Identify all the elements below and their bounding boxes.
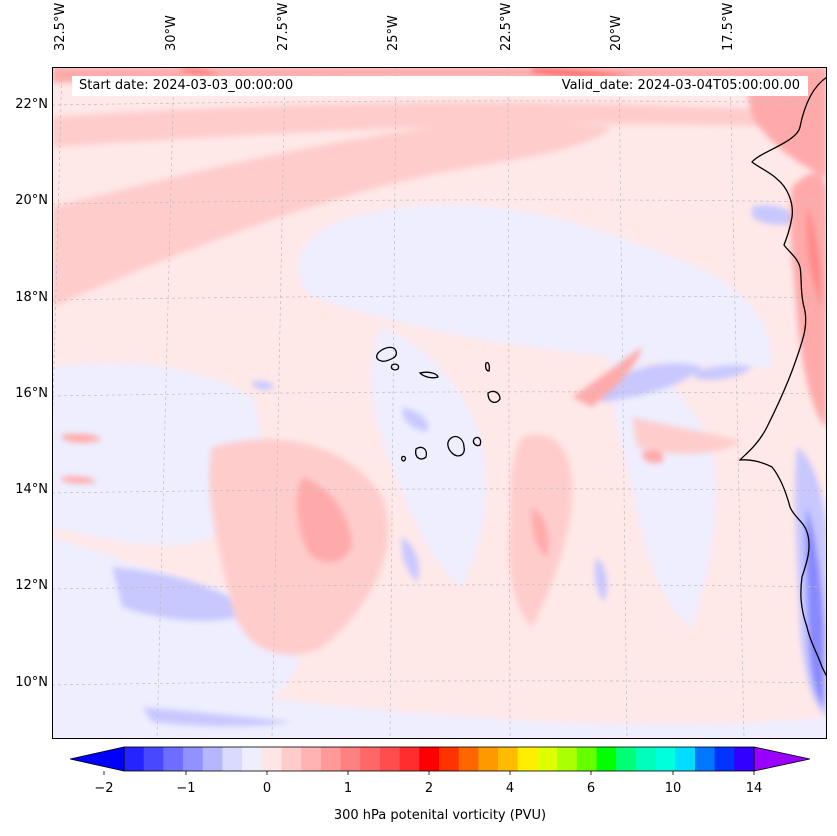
colorbar xyxy=(70,746,810,775)
colorbar-segment xyxy=(635,747,657,771)
cape-verde-sao-nicolau xyxy=(418,371,439,379)
cape-verde-sal xyxy=(484,361,491,372)
lat-label-14n: 14°N xyxy=(15,482,48,497)
lat-label-12n: 12°N xyxy=(15,578,48,593)
colorbar-segment xyxy=(576,747,597,771)
lon-label-22-5w: 22.5°W xyxy=(499,2,514,51)
colorbar-tick-label: 14 xyxy=(745,781,763,796)
colorbar-segment xyxy=(419,747,440,771)
lat-label-20n: 20°N xyxy=(15,193,48,208)
colorbar-segment xyxy=(399,747,420,771)
colorbar-segment xyxy=(694,747,716,771)
graticule xyxy=(52,67,827,739)
colorbar-segment xyxy=(498,747,519,771)
colorbar-tick-label: 2 xyxy=(424,781,434,796)
lon-label-30w: 30°W xyxy=(164,15,179,51)
cape-verde-santiago xyxy=(447,435,465,457)
colorbar-tick-label: 6 xyxy=(586,781,596,796)
colorbar-max-extension xyxy=(753,746,810,772)
colorbar-segment xyxy=(242,747,263,771)
pv-negative-regions xyxy=(52,204,827,739)
lon-label-25w: 25°W xyxy=(386,15,401,51)
colorbar-segment xyxy=(675,747,696,771)
colorbar-tick-label: 4 xyxy=(505,781,515,796)
colorbar-min-extension xyxy=(70,746,125,772)
colorbar-segment xyxy=(616,747,637,771)
date-info-bar xyxy=(72,76,808,96)
colorbar-segment xyxy=(537,747,558,771)
cape-verde-brava xyxy=(400,455,407,462)
colorbar-segment xyxy=(183,747,204,771)
colorbar-ticks xyxy=(103,771,755,775)
colorbar-segment xyxy=(655,747,676,771)
lat-label-22n: 22°N xyxy=(15,97,48,112)
pv-positive-regions xyxy=(52,67,827,655)
lat-label-16n: 16°N xyxy=(15,386,48,401)
colorbar-segment xyxy=(124,747,145,771)
colorbar-segment xyxy=(734,747,755,771)
start-date-label: Start date: 2024-03-03_00:00:00 xyxy=(79,78,294,93)
colorbar-segment xyxy=(261,747,282,771)
colorbar-segment xyxy=(222,747,243,771)
colorbar-tick-label: −1 xyxy=(176,781,196,796)
colorbar-segment xyxy=(202,747,223,771)
cape-verde-fogo xyxy=(415,446,428,460)
coastline xyxy=(376,67,827,678)
cape-verde-maio xyxy=(472,436,482,447)
colorbar-segment xyxy=(379,747,401,771)
lat-label-10n: 10°N xyxy=(15,675,48,690)
colorbar-segment xyxy=(557,747,578,771)
lon-label-17-5w: 17.5°W xyxy=(721,2,736,51)
africa-coastline xyxy=(738,67,827,678)
lon-label-32-5w: 32.5°W xyxy=(53,2,68,51)
colorbar-segments xyxy=(124,747,755,771)
colorbar-segment xyxy=(281,747,302,771)
colorbar-segment xyxy=(301,747,322,771)
cape-verde-boa-vista xyxy=(487,390,501,404)
colorbar-segment xyxy=(517,747,538,771)
colorbar-tick-label: −2 xyxy=(94,781,114,796)
colorbar-tick-label: 10 xyxy=(664,781,682,796)
lon-label-20w: 20°W xyxy=(609,15,624,51)
pv-map xyxy=(52,67,827,739)
lon-label-27-5w: 27.5°W xyxy=(276,2,291,51)
colorbar-tick-label: 1 xyxy=(343,781,353,796)
colorbar-segment xyxy=(163,747,184,771)
colorbar-segment xyxy=(714,747,735,771)
colorbar-segment xyxy=(478,747,499,771)
colorbar-segment xyxy=(320,747,342,771)
colorbar-segment xyxy=(360,747,381,771)
lat-label-18n: 18°N xyxy=(15,290,48,305)
colorbar-tick-label: 0 xyxy=(262,781,272,796)
valid-date-label: Valid_date: 2024-03-04T05:00:00.00 xyxy=(561,78,800,93)
colorbar-segment xyxy=(340,747,361,771)
colorbar-segment xyxy=(439,747,460,771)
colorbar-segment xyxy=(596,747,617,771)
colorbar-segment xyxy=(458,747,479,771)
colorbar-segment xyxy=(143,747,164,771)
cape-verde-santo-antao xyxy=(376,346,398,362)
cape-verde-sao-vicente xyxy=(390,363,400,371)
colorbar-title: 300 hPa potenital vorticity (PVU) xyxy=(333,808,547,823)
